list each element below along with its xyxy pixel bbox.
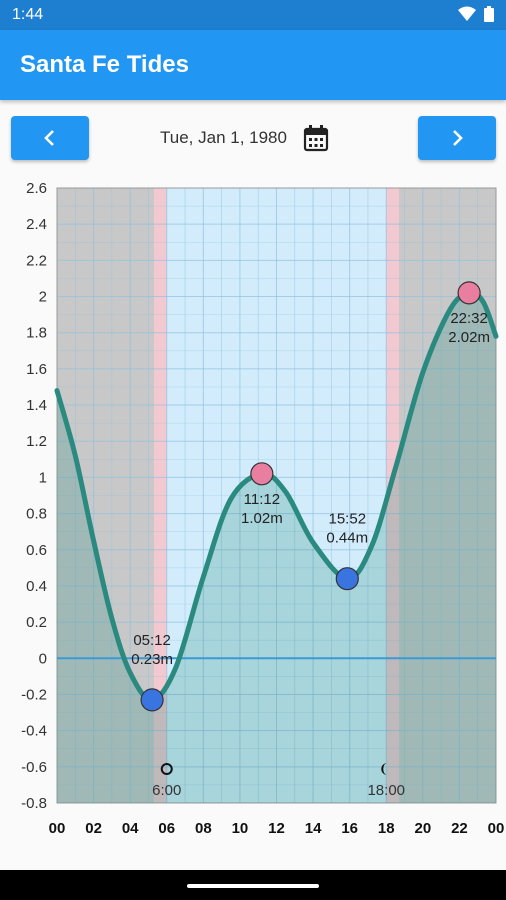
x-tick-label: 22 (451, 820, 468, 837)
y-tick-label: 0 (39, 650, 47, 667)
app-title: Santa Fe Tides (20, 51, 189, 78)
battery-icon (484, 6, 494, 22)
x-tick-label: 04 (122, 820, 139, 837)
x-tick-label: 16 (341, 820, 358, 837)
y-tick-label: -0.4 (21, 723, 47, 740)
sun-event-label: 6:00 (152, 782, 181, 799)
home-pill[interactable] (187, 884, 319, 888)
moon-icon (381, 763, 388, 775)
x-tick-label: 00 (488, 820, 505, 837)
extreme-height-label: 0.23m (131, 651, 173, 668)
y-tick-label: 2.2 (26, 252, 47, 269)
y-tick-label: 1.6 (26, 361, 47, 378)
plot-frame (56, 187, 497, 804)
calendar-icon[interactable] (303, 124, 329, 152)
y-tick-label: 0.4 (26, 578, 47, 595)
wifi-icon (458, 6, 476, 21)
extreme-time-label: 11:12 (244, 491, 280, 508)
extreme-height-label: 1.02m (241, 510, 283, 527)
chevron-left-icon (44, 130, 54, 146)
status-bar: 1:44 (0, 0, 506, 30)
y-tick-label: -0.2 (21, 686, 47, 703)
x-tick-label: 02 (85, 820, 102, 837)
y-tick-label: -0.6 (21, 759, 47, 776)
x-tick-label: 18 (378, 820, 395, 837)
y-tick-label: 1.2 (26, 433, 47, 450)
y-tick-label: 1.4 (26, 397, 47, 414)
tide-area (57, 292, 496, 803)
extreme-time-label: 15:52 (329, 511, 367, 528)
y-tick-label: 1.8 (26, 325, 47, 342)
sun-event-label: 18:00 (367, 782, 405, 799)
x-tick-label: 10 (232, 820, 249, 837)
next-day-button[interactable] (418, 116, 496, 160)
x-tick-label: 14 (305, 820, 322, 837)
y-tick-label: 2 (39, 289, 47, 306)
y-tick-label: 2.4 (26, 216, 47, 233)
y-tick-label: -0.8 (21, 795, 47, 812)
x-tick-label: 12 (268, 820, 285, 837)
extreme-height-label: 2.02m (448, 329, 490, 346)
y-tick-label: 0.8 (26, 506, 47, 523)
app-bar: Santa Fe Tides (0, 30, 506, 100)
x-tick-label: 00 (49, 820, 66, 837)
y-tick-label: 2.6 (26, 180, 47, 197)
y-tick-label: 0.2 (26, 614, 47, 631)
previous-day-button[interactable] (11, 116, 89, 160)
date-label: Tue, Jan 1, 1980 (160, 128, 287, 147)
status-time: 1:44 (12, 6, 44, 23)
tide-chart[interactable]: 2.6 2.4 2.2 2 1.8 1.6 1.4 1.2 1 0.8 0.6 0.4 0.2 0 -0.2… (0, 175, 506, 845)
x-tick-label: 20 (414, 820, 431, 837)
extreme-time-label: 05:12 (133, 632, 171, 649)
sun-icon (160, 763, 173, 775)
extreme-height-label: 0.44m (326, 530, 368, 547)
low-tide-marker[interactable] (140, 688, 164, 712)
high-tide-marker[interactable] (250, 462, 274, 486)
y-tick-label: 1 (39, 469, 47, 486)
low-tide-marker[interactable] (335, 567, 359, 591)
x-tick-label: 08 (195, 820, 212, 837)
high-tide-marker[interactable] (457, 281, 481, 305)
y-tick-label: 0.6 (26, 542, 47, 559)
status-icons (458, 6, 494, 22)
chevron-right-icon (453, 130, 463, 146)
extreme-time-label: 22:32 (450, 310, 488, 327)
x-tick-label: 06 (158, 820, 175, 837)
